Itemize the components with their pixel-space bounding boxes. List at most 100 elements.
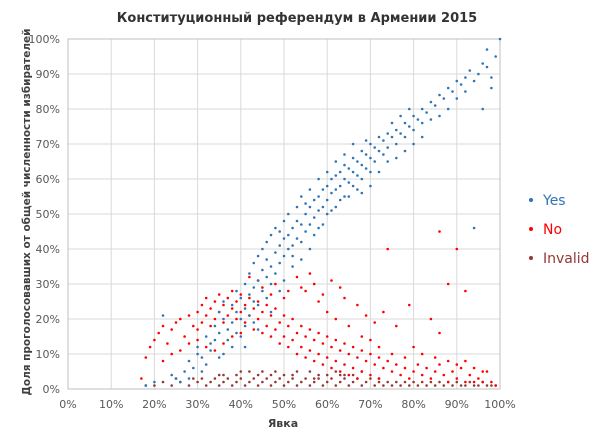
point-no [330,279,333,282]
point-yes [364,153,368,156]
point-yes [386,132,390,135]
point-no [438,331,441,335]
point-no [317,300,320,303]
point-no [248,296,251,300]
point-no [179,349,182,352]
point-yes [369,142,372,146]
point-no [477,377,480,380]
point-no [351,366,355,370]
point-no [161,359,165,363]
point-yes [256,254,260,258]
point-no [196,310,199,314]
point-invalid [235,380,238,384]
y-tick-label: 100% [29,33,60,46]
point-yes [325,170,329,174]
point-invalid [287,380,290,384]
point-invalid [442,384,446,387]
point-invalid [308,370,312,373]
point-no [369,373,372,377]
point-yes [217,310,221,314]
point-yes [338,184,342,188]
point-no [455,377,459,380]
y-tick-label: 50% [36,208,60,221]
point-no [317,352,320,356]
point-no [433,356,437,359]
point-yes [481,107,485,111]
point-yes [338,170,342,174]
point-no [386,359,390,363]
point-yes [256,279,260,282]
point-no [356,377,359,380]
point-invalid [304,377,307,380]
point-invalid [312,380,316,384]
x-tick-label: 100% [484,398,515,411]
point-yes [265,240,269,244]
point-yes [252,321,256,324]
point-yes [334,160,338,163]
point-no [179,317,182,321]
point-invalid [399,384,402,387]
point-yes [351,142,355,146]
point-no [278,321,282,324]
point-yes [144,384,148,387]
point-no [481,370,485,373]
point-no [287,289,290,293]
point-invalid [351,373,355,377]
point-yes [360,149,364,153]
point-yes [235,289,238,293]
point-invalid [252,377,256,380]
point-invalid [490,384,493,387]
point-yes [278,244,282,247]
point-no [356,356,359,359]
point-yes [278,261,282,265]
point-yes [477,72,480,76]
point-no [312,338,316,342]
point-no [200,303,204,307]
point-no [395,324,398,328]
point-no [451,370,454,373]
point-no [170,352,173,356]
point-no [390,370,394,373]
point-yes [274,272,277,275]
point-yes [192,366,195,370]
point-yes [408,107,411,111]
point-yes [455,79,459,83]
point-no [455,247,459,251]
point-no [412,345,415,349]
point-no [429,377,433,380]
legend: Yes No Invalid [529,193,590,267]
point-invalid [248,380,251,384]
point-yes [282,254,286,258]
x-tick-label: 20% [142,398,166,411]
point-no [269,293,273,296]
point-yes [291,265,294,268]
point-no [338,286,342,289]
point-yes [382,153,385,156]
point-yes [300,240,303,244]
point-yes [161,314,165,317]
point-no [446,380,450,384]
point-yes [330,191,333,195]
point-no [239,310,243,314]
point-yes [420,135,424,139]
point-yes [395,156,398,160]
x-tick-label: 30% [185,398,209,411]
point-yes [347,167,351,170]
point-no [455,363,459,366]
point-no [209,307,212,310]
point-invalid [429,380,433,384]
point-no [187,314,191,317]
point-invalid [243,384,247,387]
legend-marker-invalid [529,256,533,260]
point-yes [386,160,390,163]
legend-marker-no [529,227,533,231]
point-yes [243,282,247,286]
point-no [312,359,316,363]
point-yes [321,188,325,191]
point-invalid [200,377,204,380]
point-no [230,289,234,293]
point-no [252,307,256,310]
point-yes [209,342,212,345]
point-yes [317,177,320,181]
point-no [321,342,325,345]
